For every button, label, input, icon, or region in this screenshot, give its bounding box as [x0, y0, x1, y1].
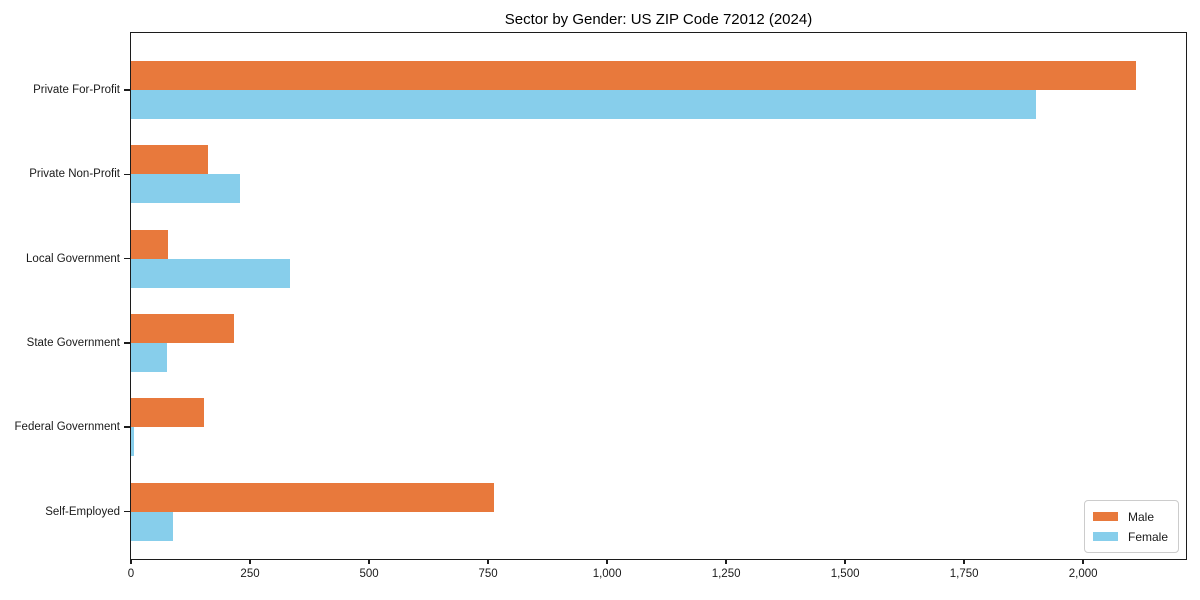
x-tick-2 — [368, 559, 370, 564]
x-tick-label-1: 250 — [240, 568, 260, 580]
x-tick-0 — [130, 559, 132, 564]
bar-female-2 — [131, 258, 290, 288]
category-label-4: Federal Government — [14, 421, 120, 434]
x-tick-5 — [725, 559, 727, 564]
category-label-0: Private For-Profit — [33, 84, 120, 96]
bar-male-1 — [131, 145, 209, 175]
x-tick-label-7: 1,750 — [949, 568, 979, 580]
chart-title: Sector by Gender: US ZIP Code 72012 (202… — [504, 11, 813, 28]
bar-male-5 — [131, 482, 495, 512]
legend: Male Female — [1083, 500, 1179, 553]
x-tick-3 — [487, 559, 489, 564]
bar-female-3 — [131, 342, 168, 372]
bar-female-5 — [131, 511, 174, 541]
y-tick-1 — [124, 173, 130, 176]
bar-male-3 — [131, 313, 235, 343]
x-tick-label-8: 2,000 — [1068, 568, 1098, 580]
y-tick-2 — [124, 257, 130, 260]
bar-female-4 — [131, 427, 135, 457]
bar-male-0 — [131, 61, 1136, 90]
x-tick-label-2: 500 — [359, 568, 379, 580]
legend-label-female: Female — [1127, 529, 1168, 544]
legend-entry-male: Male — [1092, 508, 1168, 525]
plot-area: Male Female Private For-Profit Private No… — [15, 32, 1187, 580]
bar-female-0 — [131, 90, 1036, 119]
legend-entry-female: Female — [1092, 528, 1168, 545]
legend-swatch-male — [1092, 512, 1118, 521]
category-label-3: State Government — [26, 336, 120, 349]
bar-male-4 — [131, 398, 204, 428]
x-tick-label-6: 1,500 — [830, 568, 860, 580]
y-tick-5 — [124, 510, 130, 513]
y-tick-0 — [124, 89, 130, 91]
category-label-2: Local Government — [26, 252, 120, 265]
category-label-1: Private Non-Profit — [29, 168, 120, 181]
y-tick-3 — [124, 342, 130, 344]
x-tick-label-0: 0 — [127, 568, 135, 580]
bar-male-2 — [131, 229, 169, 259]
y-tick-4 — [124, 426, 130, 428]
x-tick-7 — [963, 559, 965, 564]
x-tick-1 — [249, 559, 251, 564]
x-tick-label-5: 1,250 — [711, 568, 741, 580]
x-tick-6 — [844, 559, 846, 564]
legend-label-male: Male — [1127, 509, 1154, 524]
category-label-5: Self-Employed — [45, 505, 120, 518]
bar-female-1 — [131, 174, 240, 204]
x-tick-label-4: 1,000 — [592, 568, 622, 580]
x-tick-4 — [606, 559, 608, 564]
x-tick-label-3: 750 — [478, 568, 498, 580]
legend-swatch-female — [1092, 532, 1118, 541]
x-tick-8 — [1082, 559, 1084, 564]
